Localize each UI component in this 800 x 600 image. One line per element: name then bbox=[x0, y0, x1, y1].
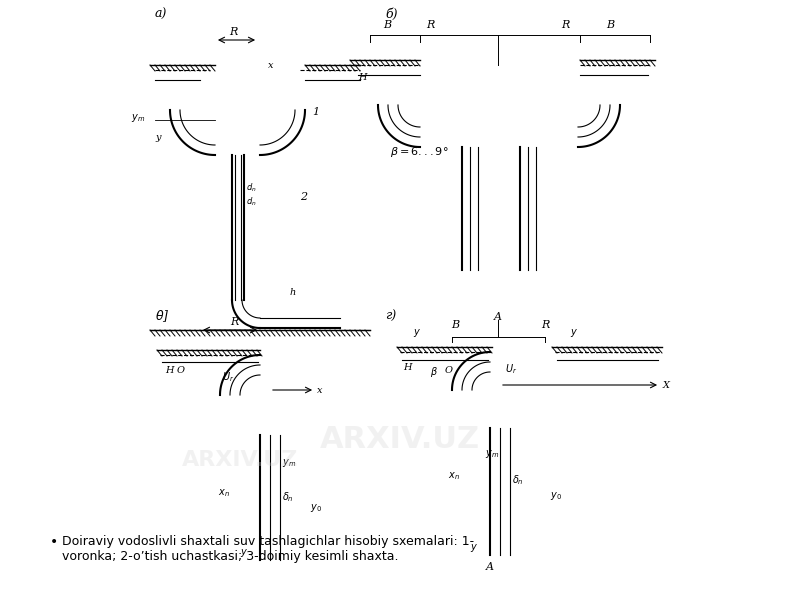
Text: $y_0$: $y_0$ bbox=[310, 502, 322, 514]
Text: y: y bbox=[470, 542, 476, 552]
Text: $U_r$: $U_r$ bbox=[222, 370, 234, 384]
Text: $x_n$: $x_n$ bbox=[218, 487, 230, 499]
Text: X: X bbox=[663, 381, 670, 390]
Text: R: R bbox=[426, 20, 434, 30]
Text: $d_n$: $d_n$ bbox=[246, 181, 257, 193]
Text: Doiraviy vodoslivli shaxtali suv tashlagichlar hisobiy sxemalari: 1-
voronka; 2-: Doiraviy vodoslivli shaxtali suv tashlag… bbox=[62, 535, 474, 563]
Text: $\theta$]: $\theta$] bbox=[155, 308, 170, 324]
Text: R: R bbox=[541, 320, 549, 330]
Text: B: B bbox=[451, 320, 459, 330]
Text: $\delta_n$: $\delta_n$ bbox=[282, 490, 294, 504]
Text: O: O bbox=[445, 366, 453, 375]
Text: $y_m$: $y_m$ bbox=[485, 448, 499, 460]
Text: $U_r$: $U_r$ bbox=[505, 362, 518, 376]
Text: •: • bbox=[50, 535, 58, 549]
Text: H: H bbox=[403, 363, 411, 372]
Text: б): б) bbox=[385, 8, 398, 21]
Text: y: y bbox=[240, 547, 246, 557]
Text: 2: 2 bbox=[300, 192, 307, 202]
Text: $\delta_n$: $\delta_n$ bbox=[512, 473, 524, 487]
Text: $\beta$: $\beta$ bbox=[430, 365, 438, 379]
Text: R: R bbox=[230, 317, 238, 327]
Text: B: B bbox=[383, 20, 391, 30]
Text: $d_n$: $d_n$ bbox=[246, 196, 257, 208]
Text: y: y bbox=[413, 327, 418, 337]
Text: ARXIV.UZ: ARXIV.UZ bbox=[182, 450, 298, 470]
Text: 1: 1 bbox=[312, 107, 319, 117]
Text: y: y bbox=[570, 327, 576, 337]
Text: x: x bbox=[268, 61, 274, 70]
Text: R: R bbox=[561, 20, 569, 30]
Text: A: A bbox=[494, 312, 502, 322]
Text: a): a) bbox=[155, 8, 167, 21]
Text: B: B bbox=[606, 20, 614, 30]
Text: H: H bbox=[165, 366, 174, 375]
Text: $y_m$: $y_m$ bbox=[131, 112, 145, 124]
Text: г): г) bbox=[385, 310, 396, 323]
Text: x: x bbox=[317, 386, 322, 395]
Text: $y_m$: $y_m$ bbox=[282, 457, 296, 469]
Text: $y_0$: $y_0$ bbox=[550, 490, 562, 502]
Text: O: O bbox=[177, 366, 185, 375]
Text: ARXIV.UZ: ARXIV.UZ bbox=[320, 425, 480, 455]
Text: h: h bbox=[290, 288, 296, 297]
Text: y: y bbox=[155, 133, 161, 142]
Text: $x_n$: $x_n$ bbox=[448, 470, 460, 482]
Text: R: R bbox=[229, 27, 237, 37]
Text: $\beta=6...9°$: $\beta=6...9°$ bbox=[390, 145, 449, 159]
Text: A: A bbox=[486, 562, 494, 572]
Text: H: H bbox=[358, 73, 366, 82]
